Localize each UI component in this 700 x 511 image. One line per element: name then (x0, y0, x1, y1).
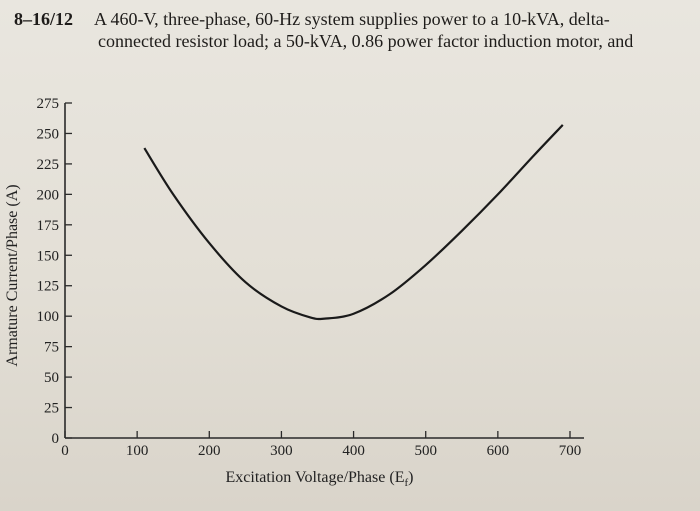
x-tick-label: 700 (559, 443, 582, 459)
y-tick-label: 150 (37, 248, 60, 264)
y-tick-label: 50 (44, 370, 59, 386)
x-tick-label: 0 (61, 443, 69, 459)
x-tick-label: 200 (198, 443, 221, 459)
chart-axes (64, 103, 584, 439)
problem-text-line-2: connected resistor load; a 50-kVA, 0.86 … (98, 31, 634, 51)
x-axis-ticks: 0 100 200 300 400 500 600 700 (61, 431, 581, 459)
y-tick-label: 125 (37, 279, 60, 295)
x-axis-label-subscript: f (404, 477, 408, 489)
x-axis-label: Excitation Voltage/Phase (Ef) (226, 469, 414, 489)
y-tick-label: 100 (37, 309, 60, 325)
y-axis-ticks: 0 25 50 75 100 125 150 175 200 225 250 275 (37, 96, 72, 447)
problem-text-line-1: A 460-V, three-phase, 60-Hz system suppl… (94, 9, 610, 29)
armature-current-curve (143, 124, 564, 321)
x-tick-label: 100 (126, 443, 149, 459)
x-tick-label: 300 (270, 443, 293, 459)
y-tick-label: 175 (37, 218, 60, 234)
x-tick-label: 400 (342, 443, 365, 459)
y-tick-label: 75 (44, 340, 59, 356)
y-tick-label: 0 (52, 431, 60, 447)
y-tick-label: 275 (37, 96, 60, 112)
y-tick-label: 225 (37, 157, 60, 173)
y-tick-label: 250 (37, 126, 60, 142)
x-tick-label: 600 (487, 443, 510, 459)
x-axis-label-main: Excitation Voltage/Phase (E (226, 469, 405, 486)
y-tick-label: 200 (37, 187, 60, 203)
x-tick-label: 500 (414, 443, 437, 459)
y-axis-label: Armature Current/Phase (A) (4, 184, 21, 366)
y-tick-label: 25 (44, 401, 59, 417)
problem-number: 8–16/12 (14, 9, 74, 29)
x-axis-label-close: ) (408, 469, 413, 486)
